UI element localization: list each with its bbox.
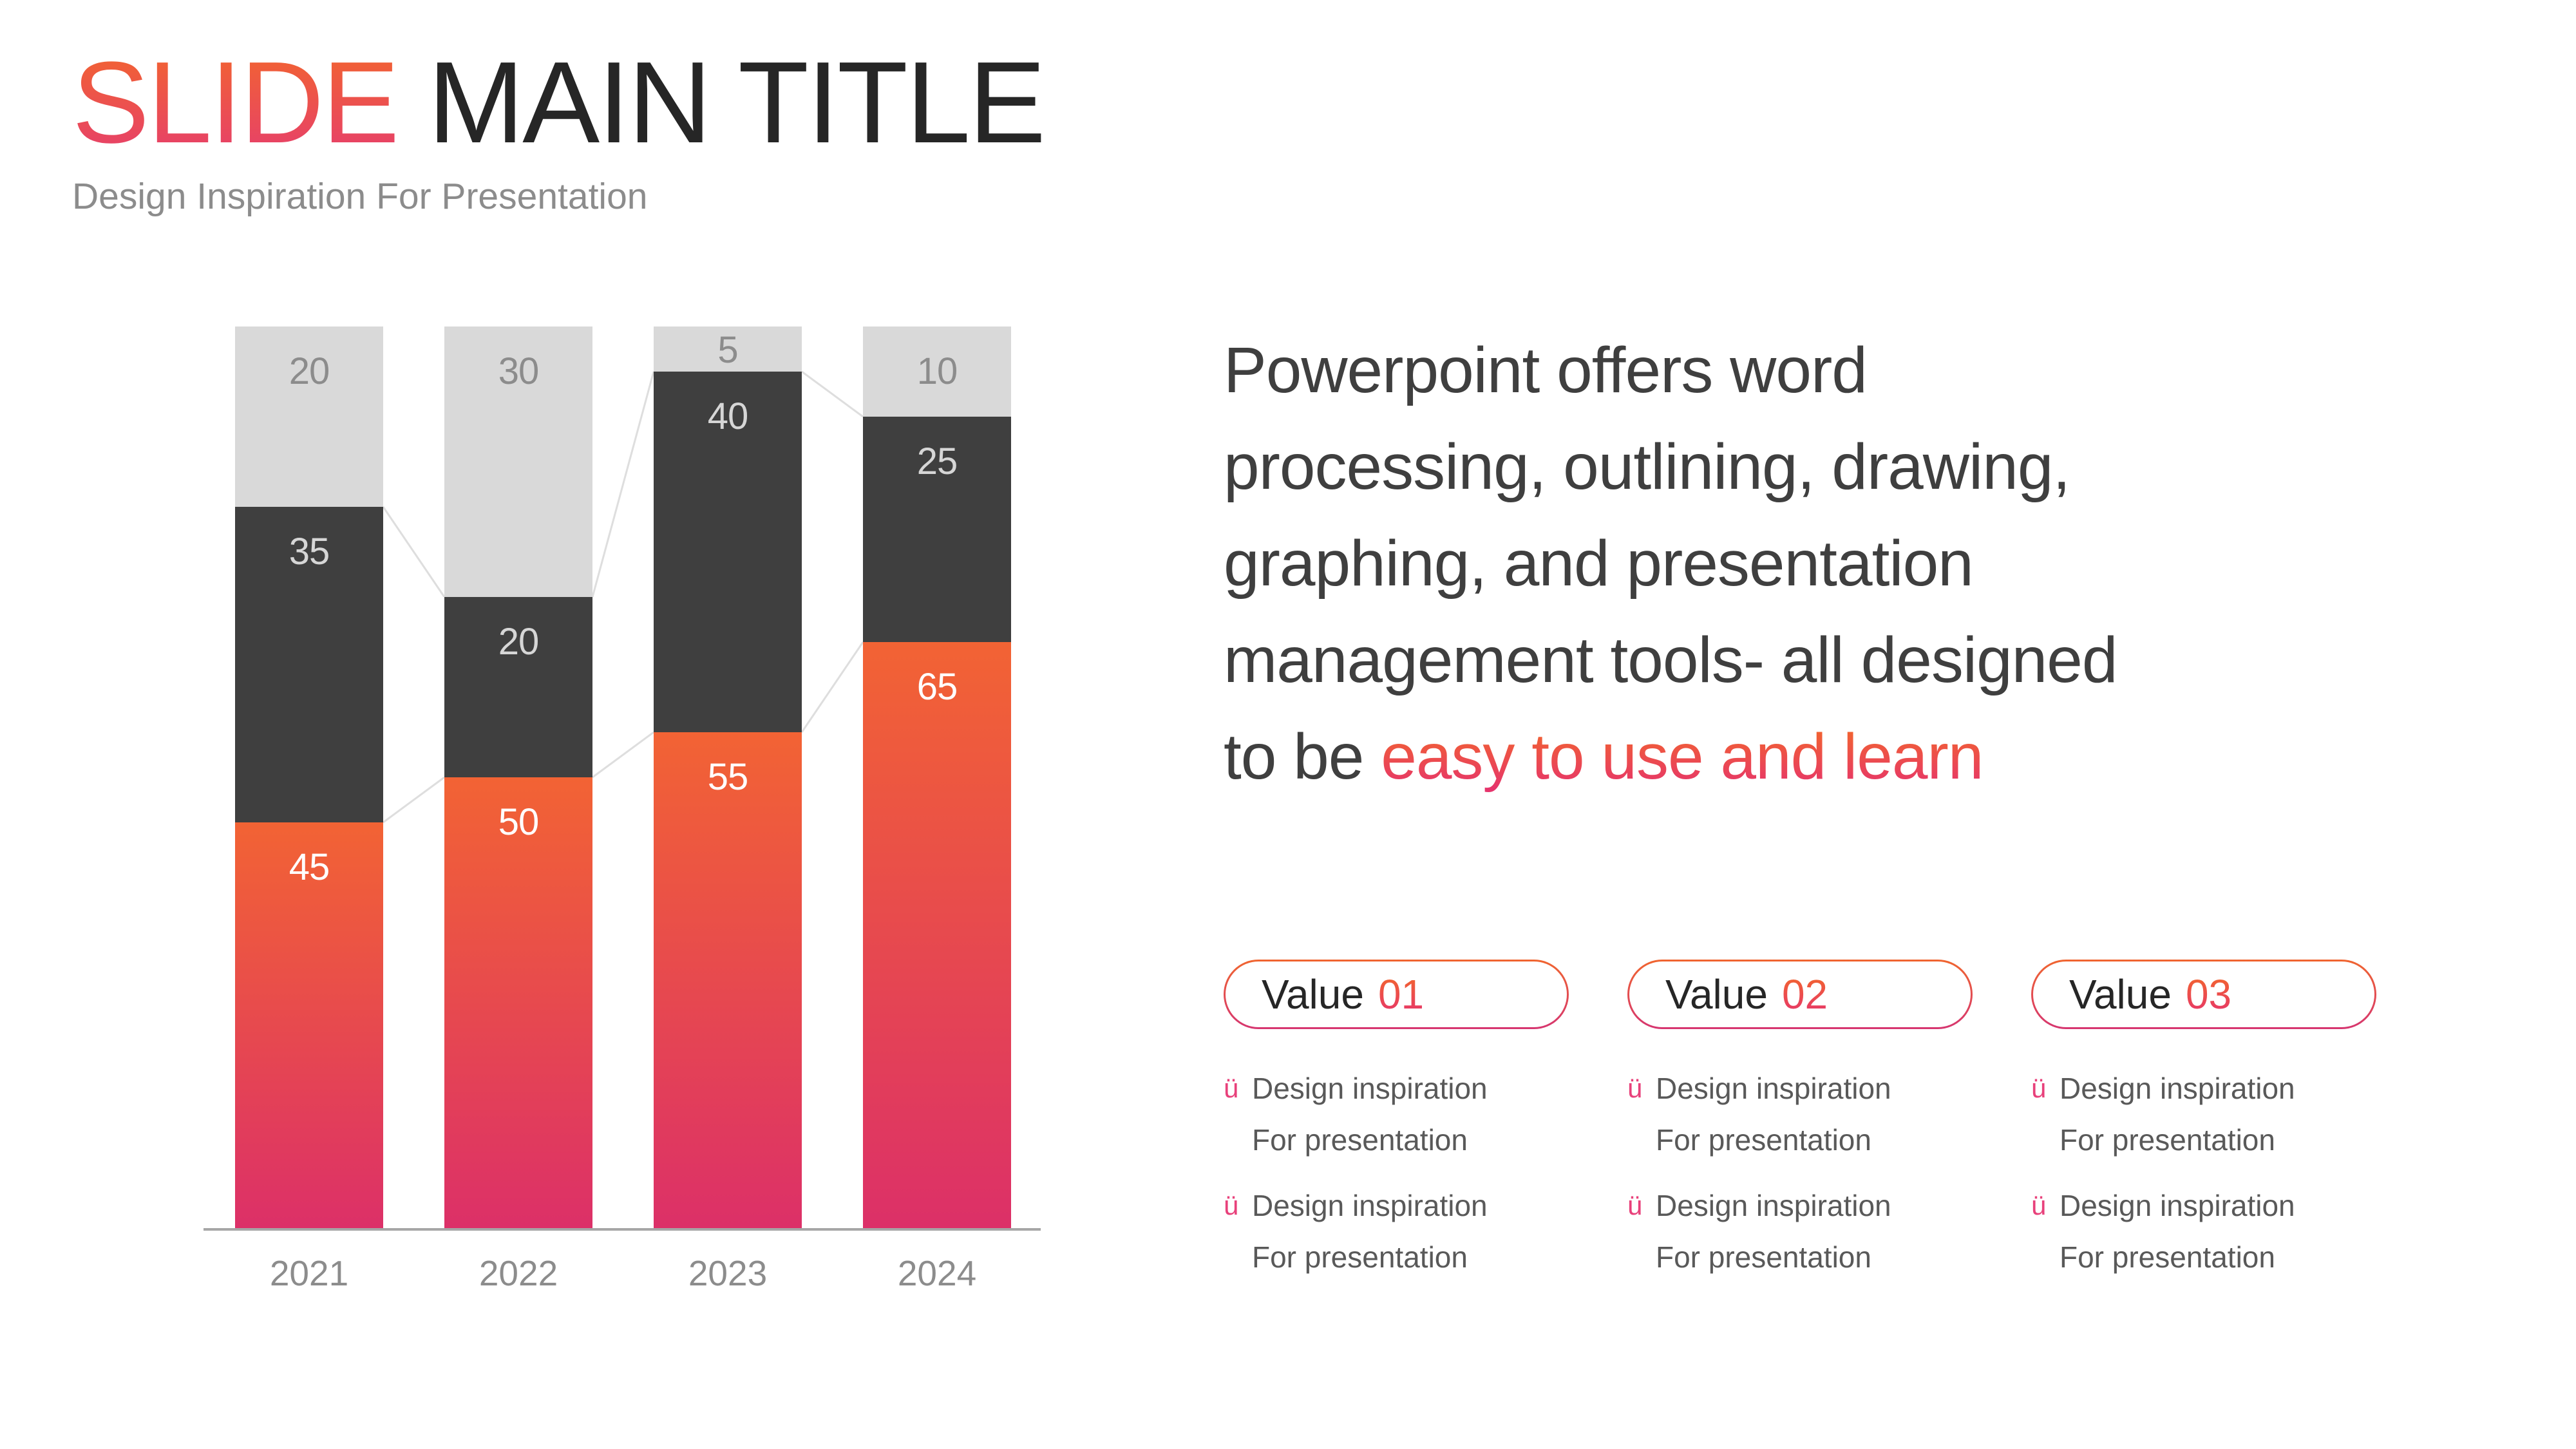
bar-value-label: 5 [717, 329, 738, 371]
list-item: ü Design inspiration For presentation [2031, 1063, 2376, 1166]
page-subtitle: Design Inspiration For Presentation [72, 176, 648, 217]
series-connector-line [800, 641, 864, 733]
page-title-rest: MAIN TITLE [397, 38, 1046, 167]
bar-value-label: 20 [498, 621, 540, 663]
check-bullet-icon: ü [1224, 1190, 1239, 1220]
bar-segment: 30 [444, 327, 592, 597]
bar-segment: 20 [444, 597, 592, 777]
bar-value-label: 10 [916, 350, 958, 392]
badge-label: Value [2069, 971, 2172, 1018]
bar-segment: 45 [235, 822, 383, 1228]
list-item-text: Design inspiration For presentation [1252, 1063, 1488, 1166]
check-bullet-icon: ü [1224, 1073, 1239, 1103]
list-item-line: Design inspiration [1656, 1189, 1891, 1222]
badge-number: 03 [2185, 971, 2232, 1018]
badge-label: Value [1665, 971, 1768, 1018]
x-axis-label: 2021 [269, 1253, 349, 1293]
list-item-text: Design inspiration For presentation [2060, 1063, 2295, 1166]
bar-segment: 35 [235, 507, 383, 822]
list-item-line: Design inspiration [1252, 1072, 1488, 1105]
list-item-text: Design inspiration For presentation [2060, 1180, 2295, 1283]
list-item-line: For presentation [1656, 1123, 1871, 1157]
list-item-line: For presentation [1252, 1123, 1468, 1157]
bar-value-label: 25 [916, 440, 958, 482]
bar-segment: 10 [863, 327, 1011, 417]
check-bullet-icon: ü [1627, 1190, 1643, 1220]
list-item-line: For presentation [1252, 1240, 1468, 1274]
badge-label: Value [1262, 971, 1364, 1018]
x-axis-label: 2023 [688, 1253, 768, 1293]
x-axis-label: 2022 [478, 1253, 558, 1293]
bar-segment: 50 [444, 777, 592, 1228]
series-connector-line [383, 776, 445, 824]
bar-segment: 65 [863, 642, 1011, 1228]
value-badge-3: Value 03 [2031, 960, 2376, 1029]
slide-header: SLIDE MAIN TITLE Design Inspiration For … [72, 45, 1046, 218]
list-item-line: Design inspiration [2060, 1072, 2295, 1105]
value-badge-2: Value 02 [1627, 960, 1973, 1029]
value-list-1: ü Design inspiration For presentation ü … [1224, 1063, 1569, 1283]
bar-value-label: 45 [289, 846, 330, 888]
list-item-text: Design inspiration For presentation [1656, 1063, 1891, 1166]
x-axis-label: 2024 [897, 1253, 977, 1293]
bar-value-label: 55 [707, 756, 749, 798]
list-item: ü Design inspiration For presentation [1224, 1063, 1569, 1166]
check-bullet-icon: ü [2031, 1190, 2047, 1220]
list-item-line: Design inspiration [2060, 1189, 2295, 1222]
bar-value-label: 20 [289, 350, 330, 392]
bar-segment: 55 [654, 732, 802, 1228]
body-paragraph-accent: easy to use and learn [1381, 721, 1984, 793]
bar-2021: 20 35 45 [235, 327, 383, 1228]
value-list-3: ü Design inspiration For presentation ü … [2031, 1063, 2376, 1283]
value-badge-1: Value 01 [1224, 960, 1569, 1029]
check-bullet-icon: ü [2031, 1073, 2047, 1103]
list-item-line: Design inspiration [1252, 1189, 1488, 1222]
series-connector-line [382, 506, 446, 598]
list-item: ü Design inspiration For presentation [1627, 1063, 1973, 1166]
check-bullet-icon: ü [1627, 1073, 1643, 1103]
series-connector-line [801, 370, 864, 418]
bar-value-label: 65 [916, 666, 958, 708]
bar-segment: 5 [654, 327, 802, 372]
bar-2023: 5 40 55 [654, 327, 802, 1228]
list-item-line: For presentation [1656, 1240, 1871, 1274]
body-paragraph-plain: Powerpoint offers word processing, outli… [1224, 334, 2118, 793]
list-item-line: Design inspiration [1656, 1072, 1891, 1105]
series-connector-line [591, 371, 655, 598]
bar-2024: 10 25 65 [863, 327, 1011, 1228]
page-title: SLIDE MAIN TITLE [72, 45, 1046, 161]
list-item: ü Design inspiration For presentation [1627, 1180, 1973, 1283]
series-connector-lines [382, 370, 864, 824]
value-list-2: ü Design inspiration For presentation ü … [1627, 1063, 1973, 1283]
list-item-line: For presentation [2060, 1240, 2275, 1274]
page-title-accent: SLIDE [72, 38, 399, 167]
value-cards: Value 01 ü Design inspiration For presen… [1224, 960, 2376, 1283]
list-item-line: For presentation [2060, 1123, 2275, 1157]
value-card-2: Value 02 ü Design inspiration For presen… [1627, 960, 1973, 1283]
badge-number: 02 [1781, 971, 1828, 1018]
series-connector-line [592, 731, 654, 779]
value-card-1: Value 01 ü Design inspiration For presen… [1224, 960, 1569, 1283]
bar-segment: 40 [654, 372, 802, 732]
value-card-3: Value 03 ü Design inspiration For presen… [2031, 960, 2376, 1283]
bar-value-label: 50 [498, 801, 540, 843]
bar-value-label: 30 [498, 350, 540, 392]
list-item-text: Design inspiration For presentation [1252, 1180, 1488, 1283]
bar-segment: 25 [863, 417, 1011, 642]
list-item: ü Design inspiration For presentation [1224, 1180, 1569, 1283]
body-paragraph: Powerpoint offers word processing, outli… [1224, 322, 2409, 805]
bar-segment: 20 [235, 327, 383, 507]
bar-value-label: 35 [289, 531, 330, 573]
bar-value-label: 40 [707, 395, 749, 437]
bar-2022: 30 20 50 [444, 327, 592, 1228]
badge-number: 01 [1378, 971, 1425, 1018]
chart-plot: 20 35 45 2021 30 20 50 2022 5 40 55 2023 10 25 65 2024 [204, 327, 1041, 1293]
list-item-text: Design inspiration For presentation [1656, 1180, 1891, 1283]
list-item: ü Design inspiration For presentation [2031, 1180, 2376, 1283]
